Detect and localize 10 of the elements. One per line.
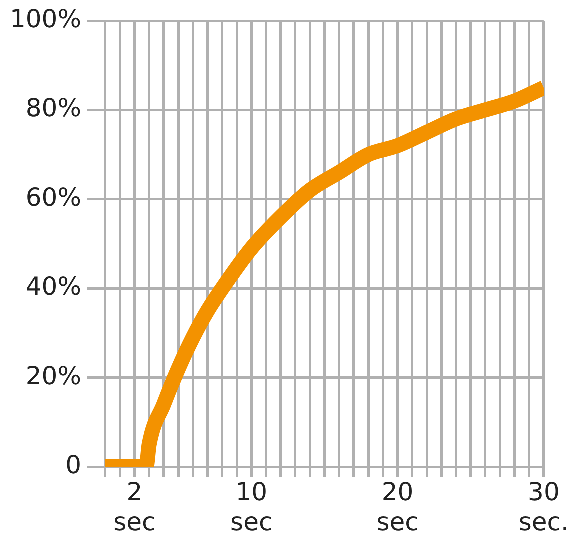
y-tick-label: 20% <box>26 361 82 390</box>
y-tick-label: 60% <box>26 182 82 212</box>
x-tick-label: 20 sec <box>376 478 419 536</box>
y-tick-label: 80% <box>26 94 82 123</box>
y-tick-label: 40% <box>26 272 82 302</box>
y-tick-label: 100% <box>10 4 82 34</box>
x-tick-label: 2 sec <box>114 478 156 536</box>
y-tick-label: 0 <box>66 450 82 480</box>
x-tick-label: 30 sec. <box>518 478 570 536</box>
x-tick-label: 10 sec <box>230 478 273 536</box>
